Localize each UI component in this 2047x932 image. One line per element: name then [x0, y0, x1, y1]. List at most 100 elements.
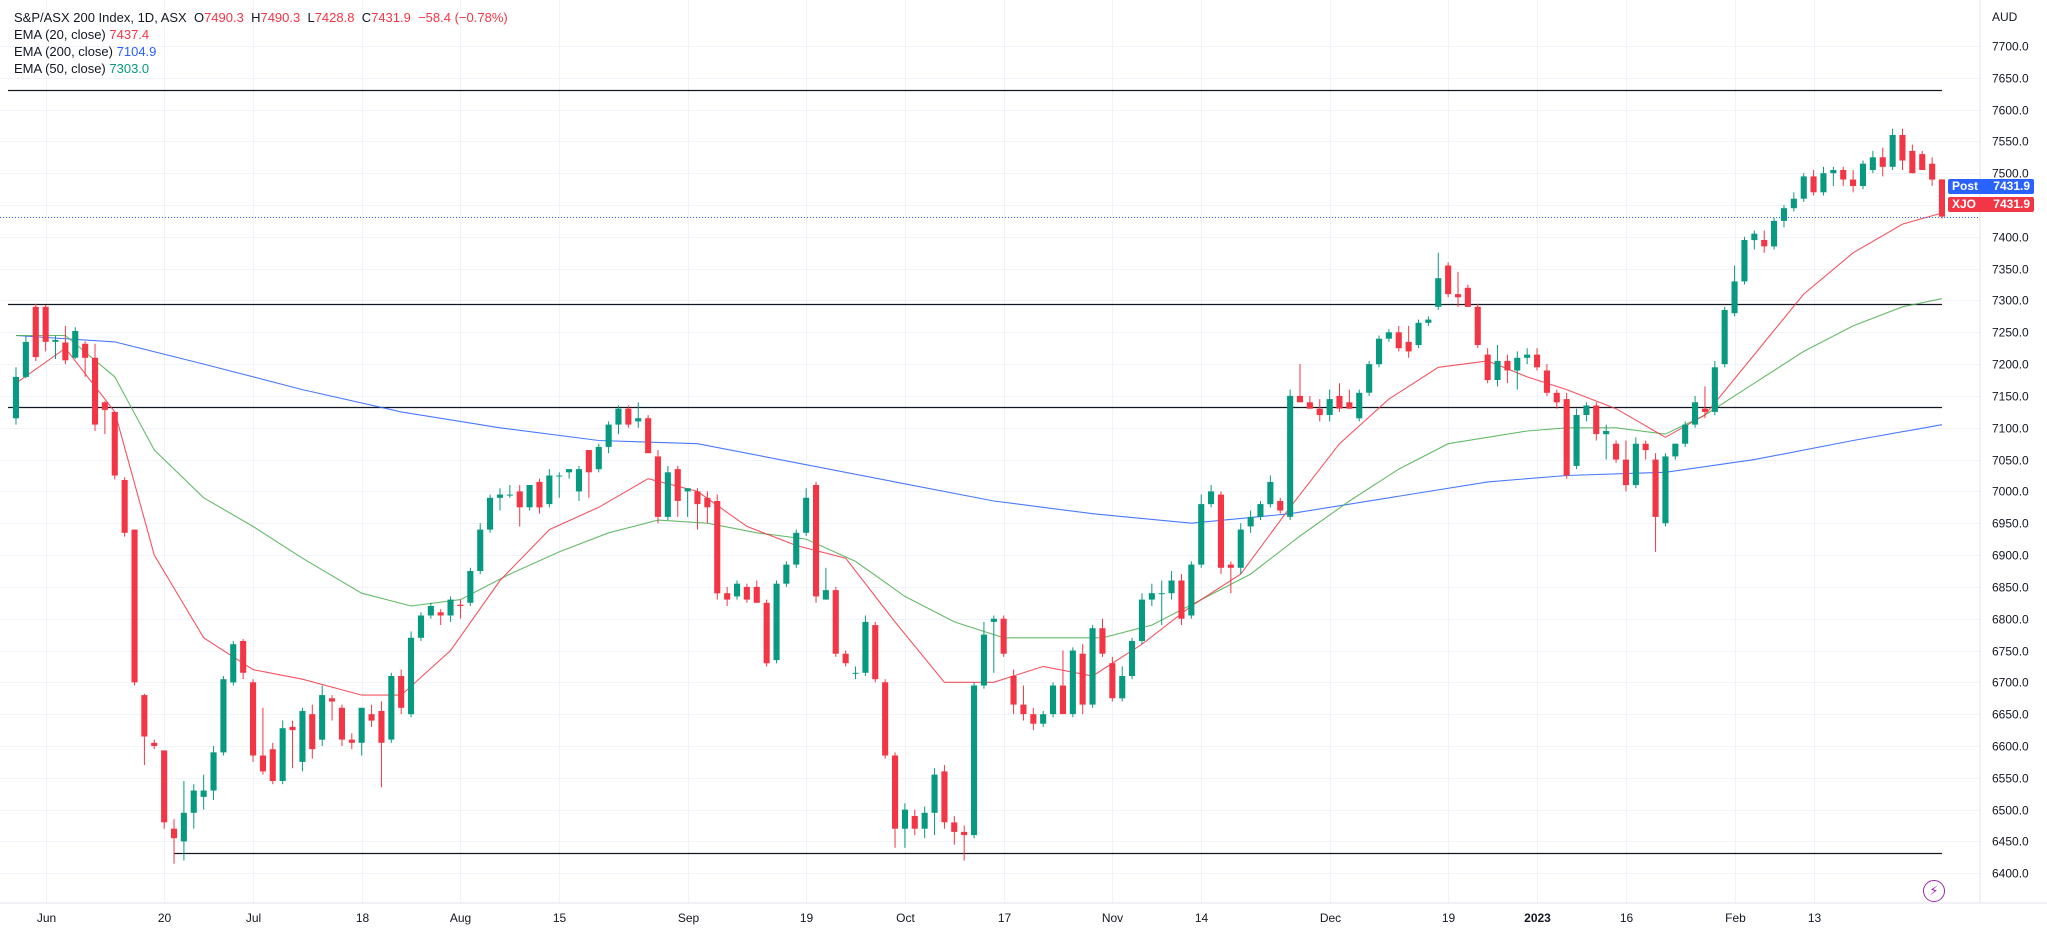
x-tick-label: 19 — [800, 911, 814, 925]
candle-body — [566, 469, 573, 473]
x-tick-label: Dec — [1320, 911, 1341, 925]
candle-body — [329, 698, 336, 702]
candle-body — [1790, 198, 1797, 209]
candle-body — [62, 342, 69, 361]
candle-body — [506, 494, 513, 496]
candle-body — [763, 602, 770, 664]
candle-body — [92, 357, 99, 425]
candle-body — [773, 583, 780, 661]
y-tick-label: 7100.0 — [1992, 422, 2029, 436]
ema200-line — [15, 334, 1943, 524]
candle-body — [971, 685, 978, 836]
candle-body — [1385, 332, 1392, 339]
y-tick-label: 7500.0 — [1992, 167, 2029, 181]
candle-body — [516, 491, 523, 508]
candle-body — [1603, 431, 1610, 435]
low-value: 7428.8 — [314, 10, 355, 25]
candle-body — [1613, 443, 1620, 460]
candle-body — [1030, 714, 1037, 724]
candle-body — [1000, 618, 1007, 654]
candle-body — [1316, 408, 1323, 416]
candle-body — [645, 418, 652, 454]
candle-body — [625, 408, 632, 425]
candle-body — [1326, 399, 1333, 415]
candle-body — [1721, 310, 1728, 365]
candle-body — [921, 812, 928, 829]
candle-body — [210, 752, 217, 791]
candle-body — [1859, 163, 1866, 186]
candle-body — [1010, 676, 1017, 705]
candle-body — [1455, 294, 1462, 298]
candle-body — [635, 418, 642, 422]
candle-body — [1020, 704, 1027, 715]
x-tick-label: Feb — [1725, 911, 1746, 925]
candle-body — [101, 402, 108, 410]
candle-body — [1830, 170, 1837, 174]
ema50-value: 7303.0 — [109, 61, 150, 76]
candle-body — [1534, 354, 1541, 368]
y-tick-label: 7050.0 — [1992, 454, 2029, 468]
close-label: C — [361, 10, 372, 25]
candle-body — [269, 749, 276, 781]
post-tag-label: Post — [1952, 179, 1979, 193]
high-value: 7490.3 — [260, 10, 301, 25]
candle-body — [1583, 405, 1590, 415]
candle-body — [1810, 176, 1817, 193]
ema50-line — [16, 298, 1943, 639]
y-tick-label: 7400.0 — [1992, 231, 2029, 245]
candle-body — [783, 564, 790, 584]
close-value: 7431.9 — [371, 10, 411, 25]
y-tick-label: 6700.0 — [1992, 676, 2029, 690]
candle-body — [901, 809, 908, 829]
candle-body — [338, 707, 345, 740]
candle-body — [575, 469, 582, 492]
x-tick-label: 13 — [1808, 911, 1822, 925]
legend-ema200-row[interactable]: EMA (200, close) 7104.9 — [14, 43, 508, 60]
candle-body — [1346, 402, 1353, 409]
candle-body — [842, 653, 849, 664]
candle-body — [1395, 332, 1402, 349]
candle-body — [734, 583, 741, 597]
y-tick-label: 7150.0 — [1992, 390, 2029, 404]
candle-body — [822, 590, 829, 600]
y-tick-label: 6650.0 — [1992, 708, 2029, 722]
currency-label[interactable]: AUD — [1992, 10, 2018, 24]
legend-ema50-row[interactable]: EMA (50, close) 7303.0 — [14, 60, 508, 77]
candle-body — [882, 682, 889, 756]
candle-body — [487, 497, 494, 530]
y-tick-label: 7600.0 — [1992, 104, 2029, 118]
candle-body — [1188, 564, 1195, 616]
x-tick-label: 19 — [1442, 911, 1456, 925]
candle-body — [1336, 395, 1343, 409]
candle-body — [724, 593, 731, 600]
candle-body — [200, 790, 207, 797]
candle-body — [941, 771, 948, 823]
candle-body — [1129, 641, 1136, 676]
candle-body — [911, 816, 918, 829]
ema20-label: EMA (20, close) — [14, 27, 106, 42]
candle-body — [1138, 599, 1145, 641]
time-axis[interactable]: Jun 20 Jul 18 Aug 15 Sep 19 Oct 17 Nov 14 Dec 19 2023 1… — [0, 902, 2047, 925]
candle-body — [1237, 529, 1244, 568]
y-tick-label: 6850.0 — [1992, 581, 2029, 595]
candle-body — [1277, 501, 1284, 511]
candle-body — [1938, 179, 1945, 217]
y-tick-label: 7650.0 — [1992, 72, 2029, 86]
x-tick-label: 16 — [1620, 911, 1634, 925]
candle-body — [457, 604, 464, 606]
candle-body — [1692, 402, 1699, 425]
price-axis[interactable]: 6400.0 6450.0 6500.0 6550.0 6600.0 6650.0 6700… — [1979, 0, 2029, 903]
lightning-icon[interactable]: ⚡︎ — [1923, 880, 1945, 902]
y-tick-label: 7250.0 — [1992, 326, 2029, 340]
candle-body — [220, 679, 227, 753]
candle-body — [1780, 208, 1787, 221]
candle-body — [1415, 322, 1422, 346]
y-tick-label: 6900.0 — [1992, 549, 2029, 563]
y-tick-label: 6750.0 — [1992, 645, 2029, 659]
chart-legend: S&P/ASX 200 Index, 1D, ASX O7490.3 H7490… — [14, 9, 508, 77]
candle-body — [615, 408, 622, 425]
candle-body — [990, 618, 997, 622]
legend-ema20-row[interactable]: EMA (20, close) 7437.4 — [14, 26, 508, 43]
candle-body — [230, 644, 237, 683]
